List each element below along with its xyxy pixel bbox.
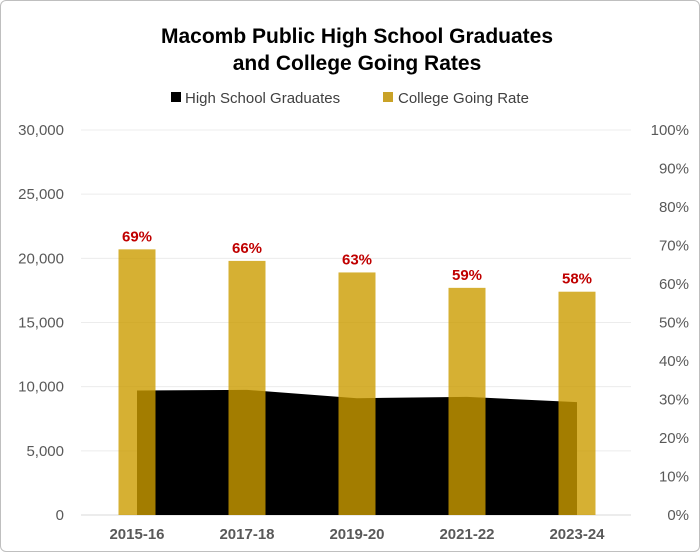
bar-college-going-rate bbox=[228, 260, 266, 515]
y-right-tick: 80% bbox=[659, 199, 689, 216]
y-right-tick: 70% bbox=[659, 238, 689, 255]
y-right-tick: 30% bbox=[659, 392, 689, 409]
legend-swatch-graduates bbox=[171, 92, 181, 102]
x-tick: 2021-22 bbox=[439, 526, 494, 543]
data-label: 63% bbox=[342, 251, 372, 268]
y-right-tick: 0% bbox=[667, 507, 689, 524]
y-left-tick: 15,000 bbox=[18, 315, 64, 332]
x-tick: 2015-16 bbox=[109, 526, 164, 543]
x-tick: 2023-24 bbox=[549, 526, 605, 543]
data-label: 58% bbox=[562, 271, 592, 288]
data-label: 59% bbox=[452, 267, 482, 284]
bar-college-going-rate bbox=[448, 287, 486, 515]
legend-label-college-rate: College Going Rate bbox=[398, 90, 529, 107]
y-right-tick: 90% bbox=[659, 161, 689, 178]
data-label: 66% bbox=[232, 240, 262, 257]
x-tick: 2019-20 bbox=[329, 526, 384, 543]
y-right-tick: 100% bbox=[651, 122, 689, 139]
y-right-tick: 20% bbox=[659, 430, 689, 447]
data-label: 69% bbox=[122, 228, 152, 245]
y-left-tick: 0 bbox=[56, 507, 64, 524]
bar-college-going-rate bbox=[338, 272, 376, 515]
y-left-tick: 10,000 bbox=[18, 379, 64, 396]
bar-college-going-rate bbox=[118, 249, 156, 515]
legend-swatch-college-rate bbox=[383, 92, 393, 102]
chart-title-line: Macomb Public High School Graduates bbox=[161, 25, 553, 48]
y-right-tick: 60% bbox=[659, 276, 689, 293]
x-tick: 2017-18 bbox=[219, 526, 274, 543]
legend-label-graduates: High School Graduates bbox=[185, 90, 340, 107]
y-left-tick: 30,000 bbox=[18, 122, 64, 139]
y-left-tick: 25,000 bbox=[18, 186, 64, 203]
y-left-tick: 20,000 bbox=[18, 250, 64, 267]
bar-college-going-rate bbox=[558, 291, 596, 515]
y-right-tick: 50% bbox=[659, 315, 689, 332]
chart-title-line: and College Going Rates bbox=[233, 52, 482, 75]
y-left-tick: 5,000 bbox=[26, 443, 64, 460]
y-right-tick: 40% bbox=[659, 353, 689, 370]
y-right-tick: 10% bbox=[659, 469, 689, 486]
